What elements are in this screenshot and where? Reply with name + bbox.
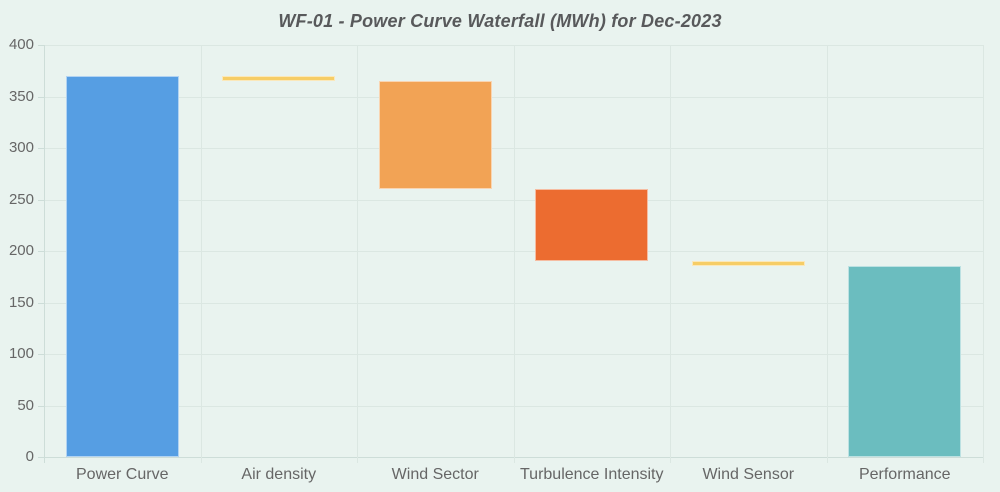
y-tick-label: 400 [8,36,34,53]
y-tick-label: 300 [8,139,34,156]
x-gridline [983,45,984,463]
y-tick-mark [38,354,44,355]
y-tick-label: 150 [8,293,34,311]
chart-title: WF-01 - Power Curve Waterfall (MWh) for … [278,11,722,31]
x-gridline [357,45,358,463]
x-gridline [513,45,515,463]
x-gridline [826,45,828,463]
y-tick-label: 50 [17,396,34,414]
y-tick-mark [38,302,44,304]
y-tick-mark [38,148,44,149]
y-tick-label: 200 [8,242,34,259]
y-tick-label: 350 [8,87,34,105]
y-tick-label: 0 [25,448,34,465]
y-tick-mark [38,199,44,201]
x-gridline [670,45,671,463]
waterfall-bar-power-curve [65,75,179,457]
y-tick-mark [38,96,44,98]
x-tick-label: Air density [241,466,317,483]
waterfall-bar-wind-sensor [691,261,805,267]
y-tick-mark [38,457,44,458]
waterfall-bar-turbulence-intensity [535,189,649,262]
y-tick-mark [38,405,44,407]
x-tick-label: Power Curve [76,466,169,483]
y-tick-mark [38,45,44,46]
x-gridline [200,45,202,463]
y-tick-mark [38,251,44,252]
x-tick-label: Performance [858,466,951,483]
x-tick-label: Turbulence Intensity [520,466,664,483]
waterfall-bar-wind-sector [378,81,492,190]
y-axis-line [44,45,45,463]
y-tick-label: 100 [8,345,34,362]
y-tick-label: 250 [8,190,34,208]
waterfall-bar-performance [848,266,962,457]
x-tick-label: Wind Sensor [702,466,795,483]
waterfall-bar-air-density [222,75,336,82]
x-tick-label: Wind Sector [391,466,479,483]
